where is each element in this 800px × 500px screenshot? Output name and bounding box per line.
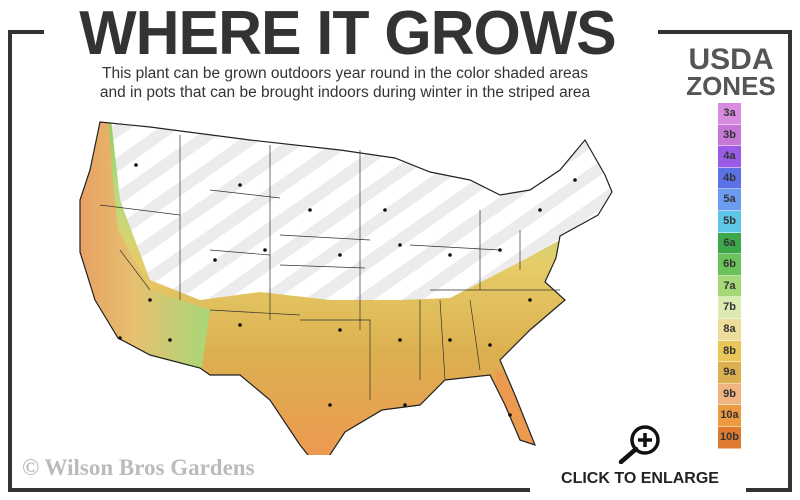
city-dots — [118, 163, 577, 417]
frame-bottom-left — [8, 488, 530, 492]
legend-title-line-2: ZONES — [686, 71, 776, 101]
usda-zone-legend: 3a 3b 4a 4b 5a 5b 6a 6b 7a 7b 8a 8b 9a 9b 10a 10b — [718, 103, 741, 449]
legend-title-line-1: USDA — [688, 43, 774, 76]
frame-right — [788, 30, 792, 492]
legend-zone-10b: 10b — [718, 426, 741, 449]
legend-zone-5b: 5b — [718, 210, 741, 233]
state-borders — [99, 135, 560, 400]
legend-zone-3a: 3a — [718, 103, 741, 125]
legend-title: USDA ZONES — [676, 43, 786, 101]
subtitle-line-2: and in pots that can be brought indoors … — [99, 84, 591, 101]
magnifier-plus-icon[interactable] — [616, 422, 664, 464]
click-to-enlarge-button[interactable]: CLICK TO ENLARGE — [561, 470, 719, 487]
frame-top-left — [8, 30, 44, 34]
legend-zone-8b: 8b — [718, 340, 741, 363]
page-title: WHERE IT GROWS — [79, 0, 616, 68]
legend-zone-4a: 4a — [718, 146, 741, 168]
usa-hardiness-map[interactable] — [60, 110, 620, 455]
legend-zone-9a: 9a — [718, 362, 741, 384]
legend-zone-8a: 8a — [718, 318, 741, 341]
legend-zone-6b: 6b — [718, 254, 741, 276]
subtitle-line-1: This plant can be grown outdoors year ro… — [102, 65, 588, 82]
legend-zone-7b: 7b — [718, 297, 741, 319]
frame-bottom-right — [746, 488, 792, 492]
legend-zone-10a: 10a — [718, 405, 741, 427]
legend-zone-5a: 5a — [718, 189, 741, 211]
legend-zone-9b: 9b — [718, 383, 741, 406]
copyright-watermark: © Wilson Bros Gardens — [22, 455, 255, 480]
legend-zone-6a: 6a — [718, 232, 741, 255]
frame-top-right — [658, 30, 792, 34]
frame-left — [8, 30, 12, 492]
legend-zone-7a: 7a — [718, 275, 741, 298]
subtitle: This plant can be grown outdoors year ro… — [40, 64, 650, 102]
legend-zone-4b: 4b — [718, 167, 741, 190]
legend-zone-3b: 3b — [718, 124, 741, 147]
